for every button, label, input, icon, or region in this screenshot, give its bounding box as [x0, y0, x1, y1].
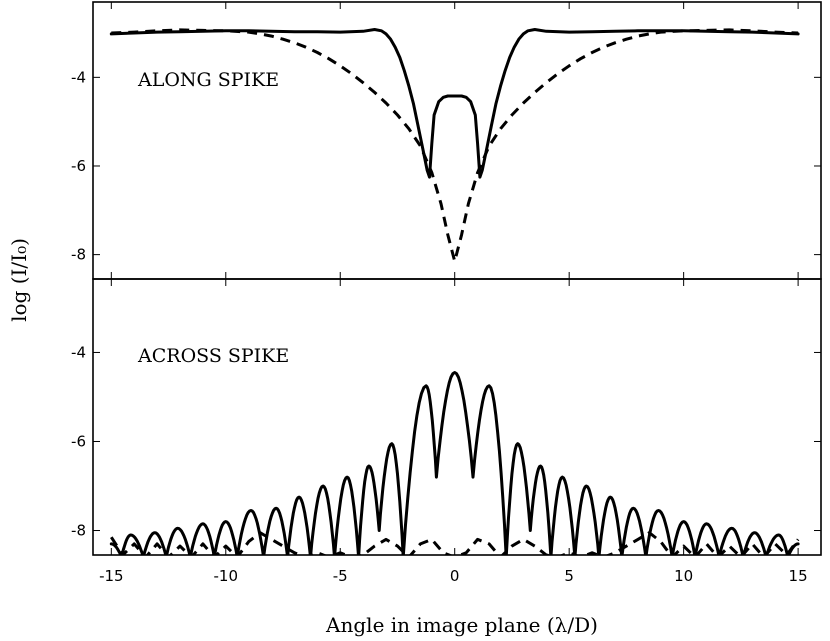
bottom-ytick-label: -6	[71, 432, 86, 450]
x-tick-label: -5	[333, 567, 348, 585]
top-series-solid	[109, 28, 800, 179]
bottom-ticks-group: -8 -6 -4	[71, 279, 821, 555]
x-tick-labels: -15 -10 -5 0 5 10 15	[99, 567, 808, 585]
x-axis-label: Angle in image plane (λ/D)	[325, 613, 598, 637]
top-panel-annotation: ALONG SPIKE	[137, 69, 279, 91]
top-ticks-group: -8 -6 -4	[71, 2, 821, 279]
x-tick-label: -10	[214, 567, 239, 585]
top-ytick-label: -8	[71, 246, 86, 264]
top-ytick-label: -4	[71, 68, 86, 86]
bottom-panel-annotation: ACROSS SPIKE	[137, 345, 289, 367]
top-ytick-label: -6	[71, 157, 86, 175]
y-axis-label: log (I/I₀)	[7, 238, 31, 322]
x-tick-label: 5	[564, 567, 574, 585]
bottom-panel-frame	[92, 278, 822, 556]
bottom-series-dashed	[110, 531, 800, 555]
x-tick-label: 15	[789, 567, 808, 585]
bottom-series-solid	[109, 371, 800, 555]
bottom-ytick-label: -4	[71, 343, 86, 361]
bottom-series-group	[109, 371, 800, 555]
top-series-group	[109, 28, 800, 263]
x-tick-label: 0	[450, 567, 460, 585]
bottom-panel: -8 -6 -4 ACROSS SPIKE	[71, 278, 822, 556]
top-panel: -8 -6 -4 ALONG SPIKE	[71, 1, 822, 280]
top-panel-frame	[92, 1, 822, 280]
x-tick-label: -15	[99, 567, 124, 585]
x-tick-label: 10	[674, 567, 693, 585]
top-series-dashed	[111, 28, 799, 263]
bottom-ytick-label: -8	[71, 522, 86, 540]
